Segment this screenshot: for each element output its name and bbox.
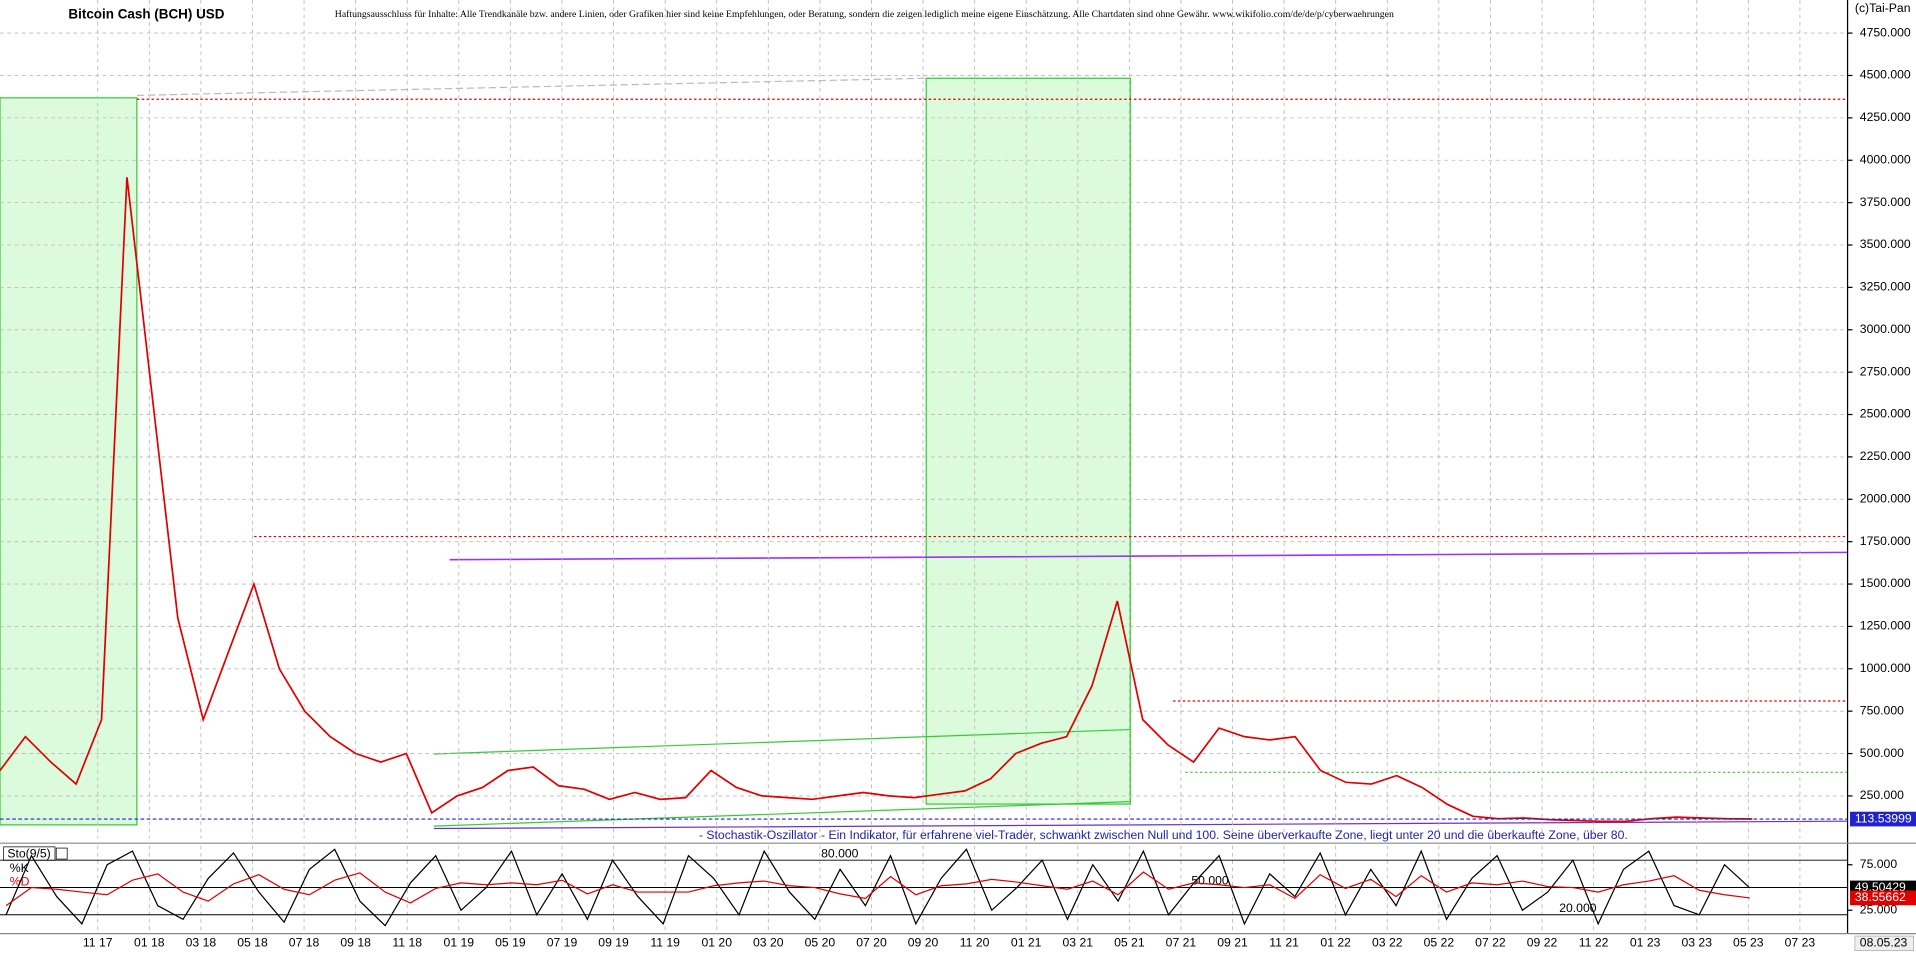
x-tick-label: 09 22 bbox=[1527, 936, 1558, 950]
y-tick-label: 4750.000 bbox=[1860, 25, 1911, 39]
x-tick-label: 01 23 bbox=[1630, 936, 1661, 950]
value-box bbox=[1850, 890, 1916, 906]
y-tick-label: 2250.000 bbox=[1860, 449, 1911, 463]
x-tick-label: 05 20 bbox=[805, 936, 836, 950]
y-tick-label: 1250.000 bbox=[1860, 619, 1911, 633]
y-tick-label: 2750.000 bbox=[1860, 364, 1911, 378]
x-tick-label: 05 23 bbox=[1733, 936, 1764, 950]
x-tick-label: 11 18 bbox=[392, 936, 422, 950]
trend-line bbox=[449, 551, 1848, 561]
x-tick-label: 01 19 bbox=[444, 936, 475, 950]
expand-button[interactable] bbox=[55, 847, 68, 860]
value-label: 38.55662 bbox=[1855, 890, 1906, 904]
y-tick-label: 3750.000 bbox=[1860, 195, 1911, 209]
date-box bbox=[1854, 935, 1914, 952]
x-tick-label: 01 20 bbox=[701, 936, 732, 950]
x-tick-label: 05 22 bbox=[1424, 936, 1455, 950]
x-tick-label: 11 22 bbox=[1579, 936, 1609, 950]
x-tick-label: 07 19 bbox=[547, 936, 578, 950]
highlight-zone bbox=[0, 97, 138, 826]
y-tick-label: 1500.000 bbox=[1860, 576, 1911, 590]
y-tick-label: 25.000 bbox=[1860, 902, 1898, 916]
price-line bbox=[0, 177, 1753, 823]
x-tick-label: 01 22 bbox=[1320, 936, 1351, 950]
indicator-title: Sto(9/5) bbox=[7, 846, 50, 860]
x-tick-label: 11 17 bbox=[83, 936, 113, 950]
x-tick-label: 07 18 bbox=[289, 936, 320, 950]
x-tick-label: 03 18 bbox=[186, 936, 217, 950]
last-price-label: 113.53999 bbox=[1855, 811, 1912, 825]
y-tick-label: 4250.000 bbox=[1860, 110, 1911, 124]
disclaimer: Haftungsausschluss für Inhalte: Alle Tre… bbox=[335, 9, 1394, 20]
y-tick-label: 75.000 bbox=[1860, 857, 1898, 871]
x-tick-label: 01 21 bbox=[1011, 936, 1042, 950]
x-tick-label: 09 18 bbox=[340, 936, 371, 950]
current-date: 08.05.23 bbox=[1860, 936, 1908, 950]
level-label: 50.000 bbox=[1191, 874, 1229, 888]
y-tick-label: 2000.000 bbox=[1860, 491, 1911, 505]
stoch-line bbox=[5, 848, 1751, 927]
y-tick-label: 2500.000 bbox=[1860, 407, 1911, 421]
y-tick-label: 250.000 bbox=[1860, 788, 1904, 802]
x-tick-label: 09 19 bbox=[598, 936, 629, 950]
highlight-zone bbox=[925, 77, 1131, 805]
level-label: 20.000 bbox=[1559, 901, 1597, 915]
copyright: (c)Tai-Pan bbox=[1855, 1, 1911, 15]
last-price-box bbox=[1850, 811, 1916, 827]
x-tick-label: 11 19 bbox=[650, 936, 680, 950]
x-tick-label: 11 21 bbox=[1269, 936, 1299, 950]
y-tick-label: 1000.000 bbox=[1860, 661, 1911, 675]
trend-line bbox=[433, 820, 1848, 830]
x-tick-label: 07 20 bbox=[856, 936, 887, 950]
y-tick-label: 750.000 bbox=[1860, 703, 1904, 717]
y-tick-label: 3500.000 bbox=[1860, 237, 1911, 251]
x-tick-label: 07 22 bbox=[1475, 936, 1506, 950]
y-tick-label: 1750.000 bbox=[1860, 534, 1911, 548]
x-tick-label: 09 21 bbox=[1217, 936, 1248, 950]
x-tick-label: 05 19 bbox=[495, 936, 526, 950]
chart-title: Bitcoin Cash (BCH) USD bbox=[68, 6, 224, 21]
x-tick-label: 01 18 bbox=[134, 936, 165, 950]
x-tick-label: 07 23 bbox=[1785, 936, 1816, 950]
y-tick-label: 3000.000 bbox=[1860, 322, 1911, 336]
y-tick-label: 500.000 bbox=[1860, 746, 1904, 760]
x-tick-label: 05 21 bbox=[1114, 936, 1145, 950]
trend-channel bbox=[433, 801, 1131, 827]
y-tick-label: 4000.000 bbox=[1860, 152, 1911, 166]
trend-channel bbox=[433, 728, 1131, 755]
x-tick-label: 03 22 bbox=[1372, 936, 1403, 950]
x-tick-label: 03 20 bbox=[753, 936, 784, 950]
stoch-line bbox=[5, 871, 1750, 907]
y-tick-label: 4500.000 bbox=[1860, 68, 1911, 82]
x-tick-label: 09 20 bbox=[908, 936, 939, 950]
x-tick-label: 03 21 bbox=[1063, 936, 1094, 950]
x-tick-label: 11 20 bbox=[960, 936, 990, 950]
level-label: 80.000 bbox=[821, 846, 859, 860]
indicator-note: - Stochastik-Oszillator - Ein Indikator,… bbox=[699, 828, 1628, 842]
y-tick-label: 3250.000 bbox=[1860, 280, 1911, 294]
x-tick-label: 07 21 bbox=[1166, 936, 1197, 950]
x-tick-label: 03 23 bbox=[1681, 936, 1712, 950]
x-tick-label: 05 18 bbox=[237, 936, 268, 950]
